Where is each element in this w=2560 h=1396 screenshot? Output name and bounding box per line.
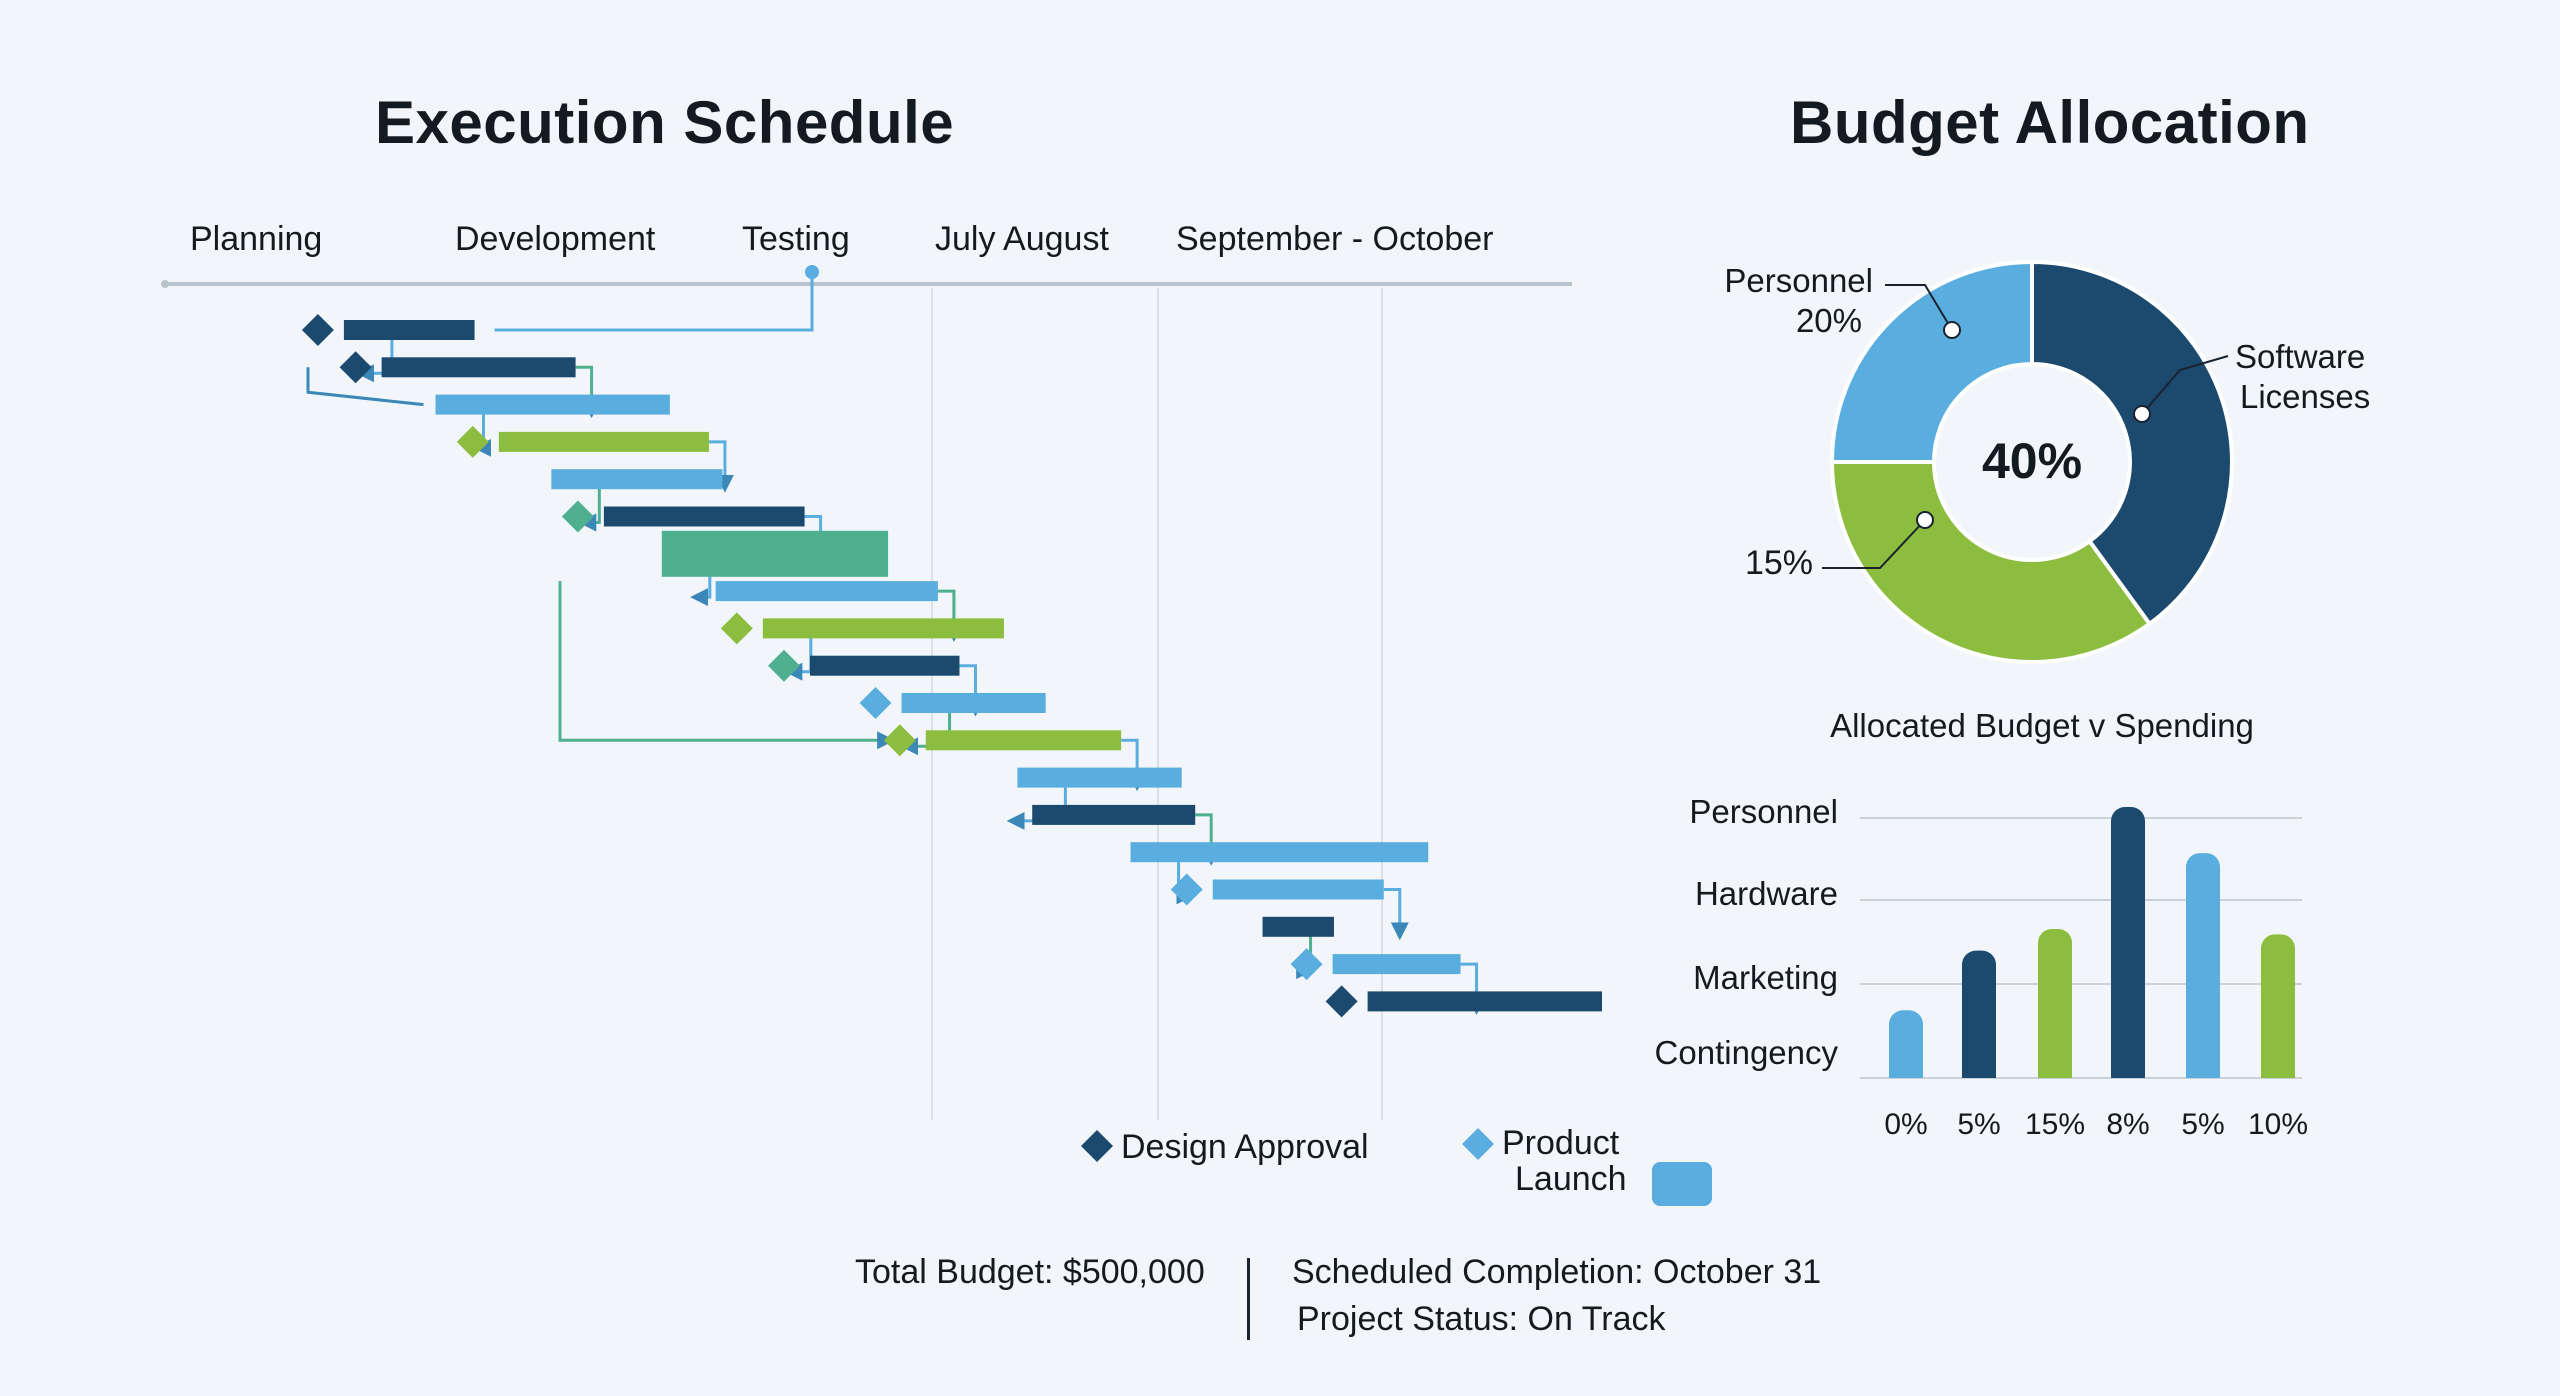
- bar-chart-title: Allocated Budget v Spending: [1830, 707, 2254, 744]
- callout-leader-software: [2141, 355, 2229, 415]
- callout-leader-green: [1822, 519, 1926, 569]
- gantt-task-bar-6: [603, 506, 805, 527]
- callout-dot-software: [2133, 405, 2151, 423]
- gantt-task-bar-18: [1332, 954, 1461, 975]
- bar-chart-bar-1: [1889, 1010, 1923, 1078]
- decorative-glyph-icon: [1652, 1162, 1712, 1206]
- gantt-task-bar-9: [762, 618, 1004, 639]
- gantt-task-bar-14: [1032, 804, 1196, 825]
- bar-chart-x-label-3: 15%: [2025, 1108, 2085, 1141]
- bar-chart-bar-base-6: [2261, 1064, 2295, 1078]
- footer-status: Project Status: On Track: [1297, 1300, 1666, 1338]
- callout-software-line2: Licenses: [2240, 378, 2370, 415]
- gantt-task-bar-5: [551, 469, 723, 490]
- gantt-task-bar-12: [925, 730, 1122, 751]
- callout-software-line1: Software: [2235, 338, 2365, 375]
- gantt-task-bar-7: [661, 530, 889, 577]
- bar-chart-x-label-6: 10%: [2248, 1108, 2308, 1141]
- legend-design-approval-label: Design Approval: [1121, 1128, 1369, 1166]
- legend-product-launch-label-2: Launch: [1515, 1160, 1627, 1198]
- phase-label-development: Development: [455, 220, 656, 258]
- phase-label-july-august: July August: [935, 220, 1109, 258]
- bar-chart-x-label-5: 5%: [2181, 1108, 2224, 1141]
- gantt-axis-start-dot: [161, 280, 169, 288]
- gantt-milestone-1: [301, 314, 334, 346]
- footer-completion: Scheduled Completion: October 31: [1292, 1253, 1822, 1291]
- bar-chart-bar-base-4: [2111, 1064, 2145, 1078]
- bar-chart-bar-4: [2111, 807, 2145, 1078]
- gantt-milestone-12: [883, 724, 916, 757]
- callout-leader-personnel: [1885, 284, 1953, 331]
- bar-chart-bar-3: [2038, 928, 2072, 1078]
- donut-slice-3: [1829, 259, 2034, 464]
- legend-product-launch-label-1: Product: [1502, 1124, 1620, 1162]
- footer-divider: [1247, 1258, 1250, 1340]
- donut-center-label: 40%: [1982, 433, 2082, 489]
- bar-chart-bar-base-3: [2038, 1064, 2072, 1078]
- budget-title: Budget Allocation: [1790, 89, 2310, 156]
- gantt-connector-16: [1383, 888, 1409, 941]
- gantt-title: Execution Schedule: [375, 89, 955, 156]
- bar-chart-bar-5: [2186, 853, 2220, 1078]
- gantt-milestone-6: [561, 500, 594, 533]
- gantt-milestone-19: [1325, 985, 1358, 1018]
- gantt-milestone-4: [456, 425, 489, 458]
- gantt-task-bar-16: [1212, 879, 1384, 900]
- gantt-milestone-9: [720, 612, 753, 645]
- bar-chart-bar-2: [1962, 950, 1996, 1078]
- gantt-task-bar-1: [343, 320, 475, 340]
- gantt-milestone-18: [1290, 948, 1323, 981]
- gantt-task-bar-13: [1017, 767, 1182, 788]
- gantt-testing-marker: [805, 265, 819, 279]
- callout-personnel-name: Personnel: [1724, 262, 1873, 299]
- gantt-task-bar-8: [715, 581, 938, 602]
- gantt-milestone-11: [859, 687, 892, 719]
- callout-dot-personnel: [1943, 321, 1961, 339]
- bar-chart-bar-base-2: [1962, 1064, 1996, 1078]
- callout-green-pct: 15%: [1745, 544, 1813, 582]
- gantt-milestone-10: [767, 649, 800, 682]
- gantt-milestone-2: [339, 351, 372, 384]
- gantt-connector-long-teal: [558, 581, 896, 750]
- legend-product-launch-icon: [1462, 1128, 1494, 1160]
- callout-dot-green: [1916, 511, 1934, 529]
- bar-chart-bar-base-5: [2186, 1064, 2220, 1078]
- gantt-task-bar-2: [381, 357, 576, 378]
- gantt-task-bar-19: [1367, 991, 1602, 1012]
- gantt-milestone-16: [1170, 873, 1203, 906]
- bar-chart-x-label-2: 5%: [1957, 1108, 2000, 1141]
- footer-total-budget: Total Budget: $500,000: [855, 1253, 1205, 1291]
- bar-chart-bar-6: [2261, 934, 2295, 1078]
- callout-personnel-pct: 20%: [1796, 302, 1862, 339]
- budget-donut-chart: Personnel 20% Software Licenses 15% 40%: [1724, 259, 2370, 664]
- gantt-task-bar-10: [809, 655, 960, 676]
- bar-chart-bar-base-1: [1889, 1064, 1923, 1078]
- gantt-task-bar-17: [1262, 916, 1334, 937]
- gantt-task-bar-3: [435, 394, 670, 415]
- legend-design-approval-icon: [1081, 1130, 1113, 1162]
- gantt-connectors: [306, 265, 1486, 1015]
- donut-slice-1: [2030, 259, 2234, 627]
- gantt-connector-4: [708, 440, 734, 493]
- gantt-task-bar-15: [1130, 842, 1429, 863]
- donut-slice-2: [1829, 460, 2153, 664]
- bar-chart-x-label-1: 0%: [1884, 1108, 1927, 1141]
- gantt-connector-extra: [306, 367, 424, 407]
- phase-label-planning: Planning: [190, 220, 323, 258]
- gantt-task-bar-4: [498, 431, 709, 452]
- bar-chart-x-label-4: 8%: [2106, 1108, 2149, 1141]
- gantt-connector-to-testing: [494, 276, 814, 332]
- gantt-task-bar-11: [901, 693, 1046, 713]
- phase-label-september-october: September - October: [1176, 220, 1494, 258]
- phase-label-testing: Testing: [742, 220, 850, 258]
